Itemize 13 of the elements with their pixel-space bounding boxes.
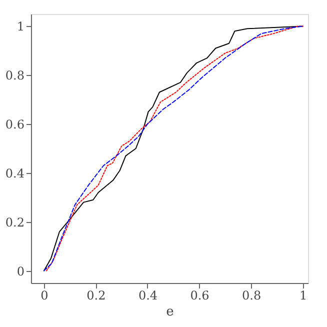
y-tick-label: 0.6 bbox=[5, 118, 24, 132]
y-tick-label: 0 bbox=[16, 264, 24, 278]
y-tick-label: 0.2 bbox=[5, 215, 24, 230]
y-tick-label: 1 bbox=[16, 20, 24, 34]
x-axis-title: e bbox=[166, 304, 174, 320]
x-tick-label: 0.8 bbox=[242, 288, 262, 302]
x-tick-label: 0.2 bbox=[86, 288, 106, 302]
y-tick-label: 0.8 bbox=[5, 68, 24, 83]
x-tick-label: 0 bbox=[40, 288, 48, 302]
x-tick-label: 1 bbox=[300, 288, 308, 302]
x-tick-label: 0.6 bbox=[190, 288, 210, 302]
y-tick-label: 0.4 bbox=[5, 166, 25, 180]
x-tick-label: 0.4 bbox=[138, 288, 158, 302]
